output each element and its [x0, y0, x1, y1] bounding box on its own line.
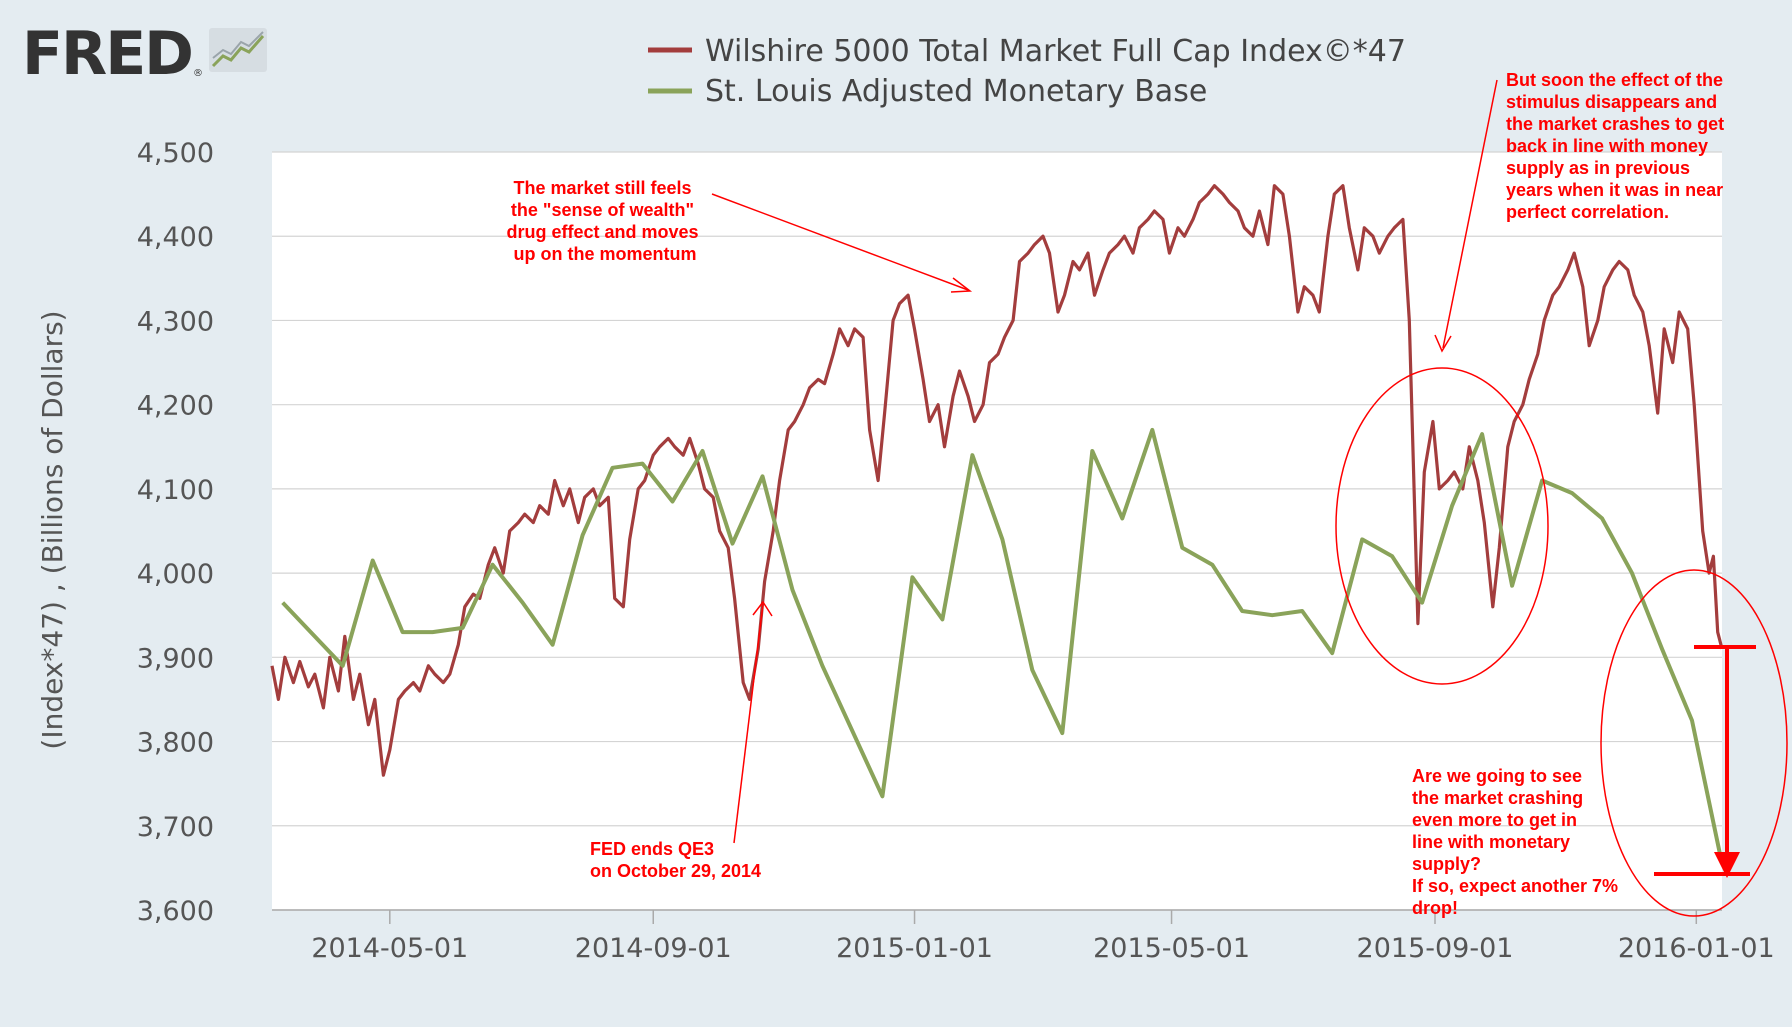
circle-2016-drop — [1600, 569, 1788, 917]
x-axis-ticks: 2014-05-01 2014-09-01 2015-01-01 2015-05-01… — [272, 909, 1775, 964]
y-tick-label: 3,800 — [137, 728, 214, 759]
y-tick-label: 4,300 — [137, 306, 214, 337]
y-tick-label: 4,100 — [137, 475, 214, 506]
circle-2015-crash — [1335, 367, 1549, 685]
annotation-momentum: The market still feels the "sense of wea… — [506, 178, 703, 264]
y-tick-label: 4,500 — [137, 138, 214, 169]
series-line-monetary — [281, 427, 1724, 865]
arrow-crash — [1434, 79, 1498, 353]
y-tick-label: 3,700 — [137, 812, 214, 843]
y-tick-label: 4,000 — [137, 559, 214, 590]
y-tick-label: 4,400 — [137, 222, 214, 253]
fred-logo: FRED ® — [22, 24, 267, 84]
legend-label-monetary: St. Louis Adjusted Monetary Base — [705, 74, 1207, 109]
annotation-question: Are we going to see the market crashing … — [1412, 766, 1623, 918]
series-layer — [270, 184, 1724, 865]
plot-area — [272, 152, 1722, 910]
x-tick-label: 2015-01-01 — [836, 933, 993, 964]
y-tick-label: 3,600 — [137, 896, 214, 927]
y-tick-label: 4,200 — [137, 391, 214, 422]
x-tick-label: 2015-05-01 — [1093, 933, 1250, 964]
x-tick-label: 2014-05-01 — [311, 933, 468, 964]
annotation-layer: The market still feels the "sense of wea… — [506, 70, 1788, 918]
arrow-momentum — [711, 193, 973, 293]
gridlines — [272, 151, 1722, 911]
y-tick-label: 3,900 — [137, 643, 214, 674]
series-line-wilshire — [270, 184, 1724, 777]
drop-gap-marker — [1654, 645, 1756, 878]
registered-mark: ® — [192, 68, 203, 79]
y-axis-label: (Index*47) , (Billions of Dollars) — [36, 310, 69, 749]
y-axis-ticks: 4,500 4,400 4,300 4,200 4,100 4,000 3,900 3,800… — [137, 138, 214, 927]
legend: Wilshire 5000 Total Market Full Cap Inde… — [648, 34, 1406, 109]
x-tick-label: 2015-09-01 — [1357, 933, 1514, 964]
annotation-crash: But soon the effect of the stimulus disa… — [1506, 70, 1729, 222]
fred-logo-text: FRED — [22, 19, 194, 89]
chart-trend-icon — [208, 28, 267, 72]
annotation-qe3: FED ends QE3 on October 29, 2014 — [590, 839, 761, 881]
legend-label-wilshire: Wilshire 5000 Total Market Full Cap Inde… — [705, 34, 1406, 69]
x-tick-label: 2014-09-01 — [575, 933, 732, 964]
x-tick-label: 2016-01-01 — [1618, 933, 1775, 964]
arrow-qe3 — [733, 600, 773, 844]
